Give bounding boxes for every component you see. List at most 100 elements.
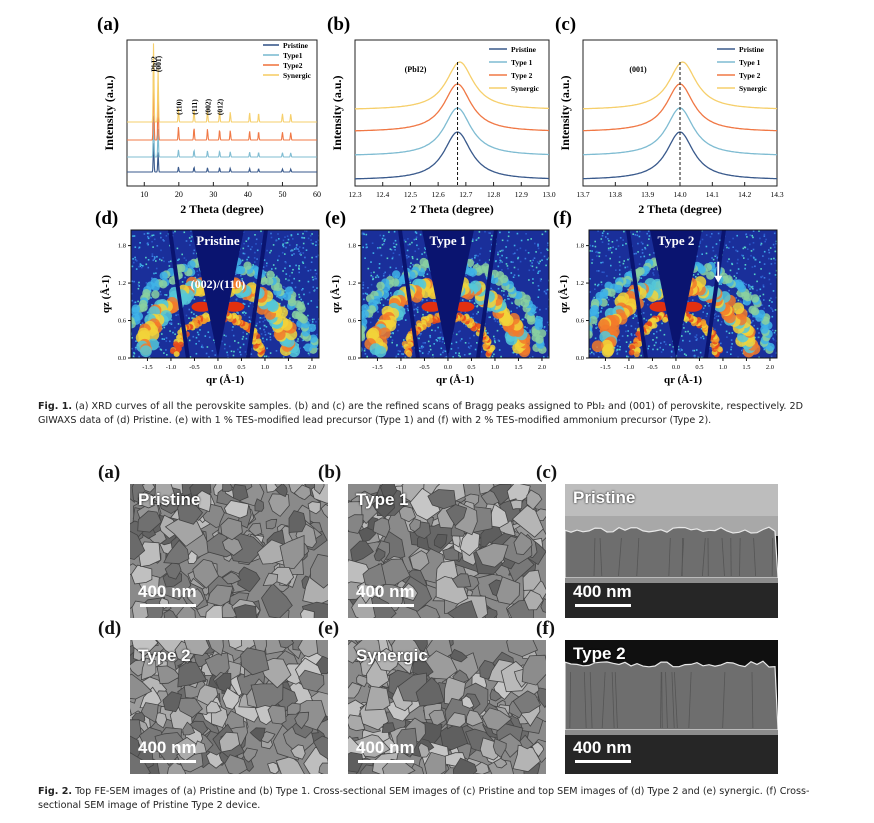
noise-pixel	[285, 242, 287, 244]
noise-pixel	[311, 233, 313, 235]
noise-pixel	[244, 351, 247, 353]
noise-pixel	[309, 352, 311, 354]
noise-pixel	[774, 329, 777, 332]
noise-pixel	[304, 230, 306, 232]
noise-pixel	[596, 326, 598, 329]
noise-pixel	[289, 275, 291, 277]
noise-pixel	[249, 302, 252, 305]
noise-pixel	[728, 247, 730, 249]
noise-pixel	[537, 244, 539, 246]
noise-pixel	[273, 335, 275, 337]
noise-pixel	[702, 337, 705, 340]
noise-pixel	[532, 278, 534, 280]
noise-pixel	[247, 305, 250, 308]
noise-pixel	[426, 273, 429, 275]
noise-pixel	[162, 256, 164, 259]
grain-boundary	[681, 537, 685, 577]
noise-pixel	[505, 263, 508, 265]
noise-pixel	[517, 257, 519, 260]
grain	[348, 751, 364, 773]
grain-boundary	[753, 537, 757, 577]
noise-pixel	[749, 243, 751, 246]
peak-right	[454, 301, 475, 312]
noise-pixel	[191, 317, 193, 319]
xrd-line-synergic	[355, 61, 549, 110]
grain	[373, 647, 401, 672]
noise-pixel	[656, 348, 659, 351]
noise-pixel	[312, 242, 314, 245]
noise-pixel	[708, 305, 710, 307]
noise-pixel	[744, 264, 747, 266]
noise-pixel	[591, 258, 594, 261]
noise-pixel	[601, 307, 603, 309]
noise-pixel	[284, 242, 286, 244]
noise-pixel	[545, 264, 547, 267]
noise-pixel	[363, 298, 365, 301]
noise-pixel	[458, 354, 460, 357]
noise-pixel	[405, 254, 408, 257]
noise-pixel	[472, 313, 474, 315]
noise-pixel	[645, 319, 648, 321]
noise-pixel	[752, 236, 754, 239]
noise-pixel	[169, 330, 171, 332]
noise-pixel	[242, 343, 245, 346]
noise-pixel	[637, 242, 639, 245]
noise-pixel	[228, 345, 231, 348]
x-tick-label: -1.0	[396, 364, 406, 371]
noise-pixel	[190, 311, 193, 314]
noise-pixel	[731, 263, 734, 266]
noise-pixel	[262, 320, 265, 323]
noise-pixel	[362, 284, 365, 286]
noise-pixel	[170, 319, 173, 321]
noise-pixel	[763, 250, 766, 253]
grain	[506, 640, 539, 658]
noise-pixel	[371, 353, 374, 356]
noise-pixel	[589, 291, 591, 293]
x-tick-label: 2.0	[308, 364, 316, 371]
noise-pixel	[300, 254, 302, 256]
noise-pixel	[763, 299, 765, 301]
noise-pixel	[513, 274, 516, 276]
noise-pixel	[728, 241, 731, 243]
noise-pixel	[159, 290, 162, 293]
y-tick-label: 0.6	[348, 318, 357, 325]
noise-pixel	[439, 331, 442, 334]
noise-pixel	[775, 276, 777, 279]
noise-pixel	[591, 245, 594, 247]
noise-pixel	[718, 283, 721, 285]
noise-pixel	[701, 238, 704, 241]
noise-pixel	[371, 290, 374, 292]
noise-pixel	[529, 329, 531, 332]
noise-pixel	[382, 275, 385, 277]
noise-pixel	[759, 261, 761, 263]
noise-pixel	[497, 287, 500, 290]
noise-pixel	[409, 243, 411, 246]
noise-pixel	[409, 356, 412, 358]
noise-pixel	[388, 274, 391, 277]
noise-pixel	[775, 269, 777, 272]
noise-pixel	[295, 340, 298, 342]
peak-label: PbI2	[150, 56, 159, 72]
sem-texture	[130, 484, 328, 618]
noise-pixel	[284, 253, 286, 255]
noise-pixel	[595, 251, 597, 253]
noise-pixel	[388, 231, 390, 233]
noise-pixel	[225, 335, 227, 337]
noise-pixel	[315, 321, 317, 323]
noise-pixel	[175, 314, 177, 316]
x-tick-label: 1.0	[719, 364, 727, 371]
noise-pixel	[756, 280, 758, 283]
noise-pixel	[680, 348, 682, 350]
noise-pixel	[224, 343, 226, 346]
sem-sample-label: Type 2	[138, 646, 191, 665]
noise-pixel	[753, 324, 755, 327]
noise-pixel	[297, 248, 300, 250]
noise-pixel	[160, 259, 163, 262]
noise-pixel	[598, 270, 600, 272]
noise-pixel	[379, 234, 382, 237]
noise-pixel	[692, 274, 695, 276]
noise-pixel	[524, 249, 527, 252]
noise-pixel	[473, 261, 475, 263]
noise-pixel	[140, 264, 143, 266]
noise-pixel	[746, 248, 749, 250]
